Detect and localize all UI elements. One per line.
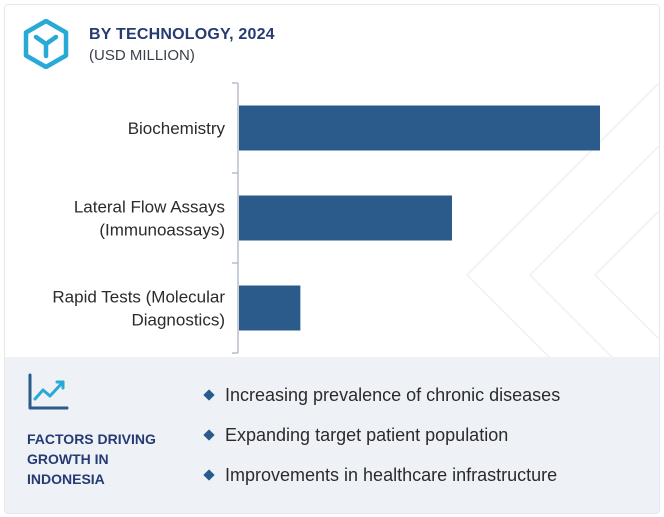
card: BY TECHNOLOGY, 2024 (USD MILLION) Bioche… <box>4 4 660 514</box>
category-label: Rapid Tests (Molecular Diagnostics) <box>52 288 225 330</box>
factor-item: Expanding target patient population <box>201 425 560 465</box>
factor-text: Improvements in healthcare infrastructur… <box>225 465 558 485</box>
bar <box>239 195 452 241</box>
category-label-line: Biochemistry <box>128 119 226 138</box>
factor-item: Increasing prevalence of chronic disease… <box>201 385 560 425</box>
factors-panel: FACTORS DRIVING GROWTH IN INDONESIA Incr… <box>5 357 659 513</box>
factor-text: Increasing prevalence of chronic disease… <box>225 385 561 405</box>
category-label-line: Rapid Tests (Molecular <box>52 288 225 307</box>
diamond-bullet-icon <box>203 389 215 401</box>
chart-title: BY TECHNOLOGY, 2024 <box>89 26 275 43</box>
chart-header: BY TECHNOLOGY, 2024 (USD MILLION) <box>5 5 659 75</box>
category-label-line: (Immunoassays) <box>99 221 225 240</box>
category-label: Biochemistry <box>128 119 226 138</box>
factor-text: Expanding target patient population <box>225 425 509 445</box>
trending-chart-icon <box>28 373 69 410</box>
chart-subtitle: (USD MILLION) <box>89 47 195 64</box>
diamond-bullet-icon <box>203 469 215 481</box>
bar <box>239 105 600 151</box>
category-label: Lateral Flow Assays (Immunoassays) <box>74 198 225 240</box>
category-label-line: Lateral Flow Assays <box>74 198 225 217</box>
hexagon-logo-icon <box>23 19 69 69</box>
diamond-bullet-icon <box>203 429 215 441</box>
factors-title: FACTORS DRIVING GROWTH IN INDONESIA <box>27 431 156 487</box>
category-label-line: Diagnostics) <box>131 311 225 330</box>
factors-list: Increasing prevalence of chronic disease… <box>201 385 560 505</box>
bar-chart: Biochemistry Lateral Flow Assays (Immunoas… <box>52 82 600 354</box>
factor-item: Improvements in healthcare infrastructur… <box>201 465 560 505</box>
bar <box>239 285 301 331</box>
